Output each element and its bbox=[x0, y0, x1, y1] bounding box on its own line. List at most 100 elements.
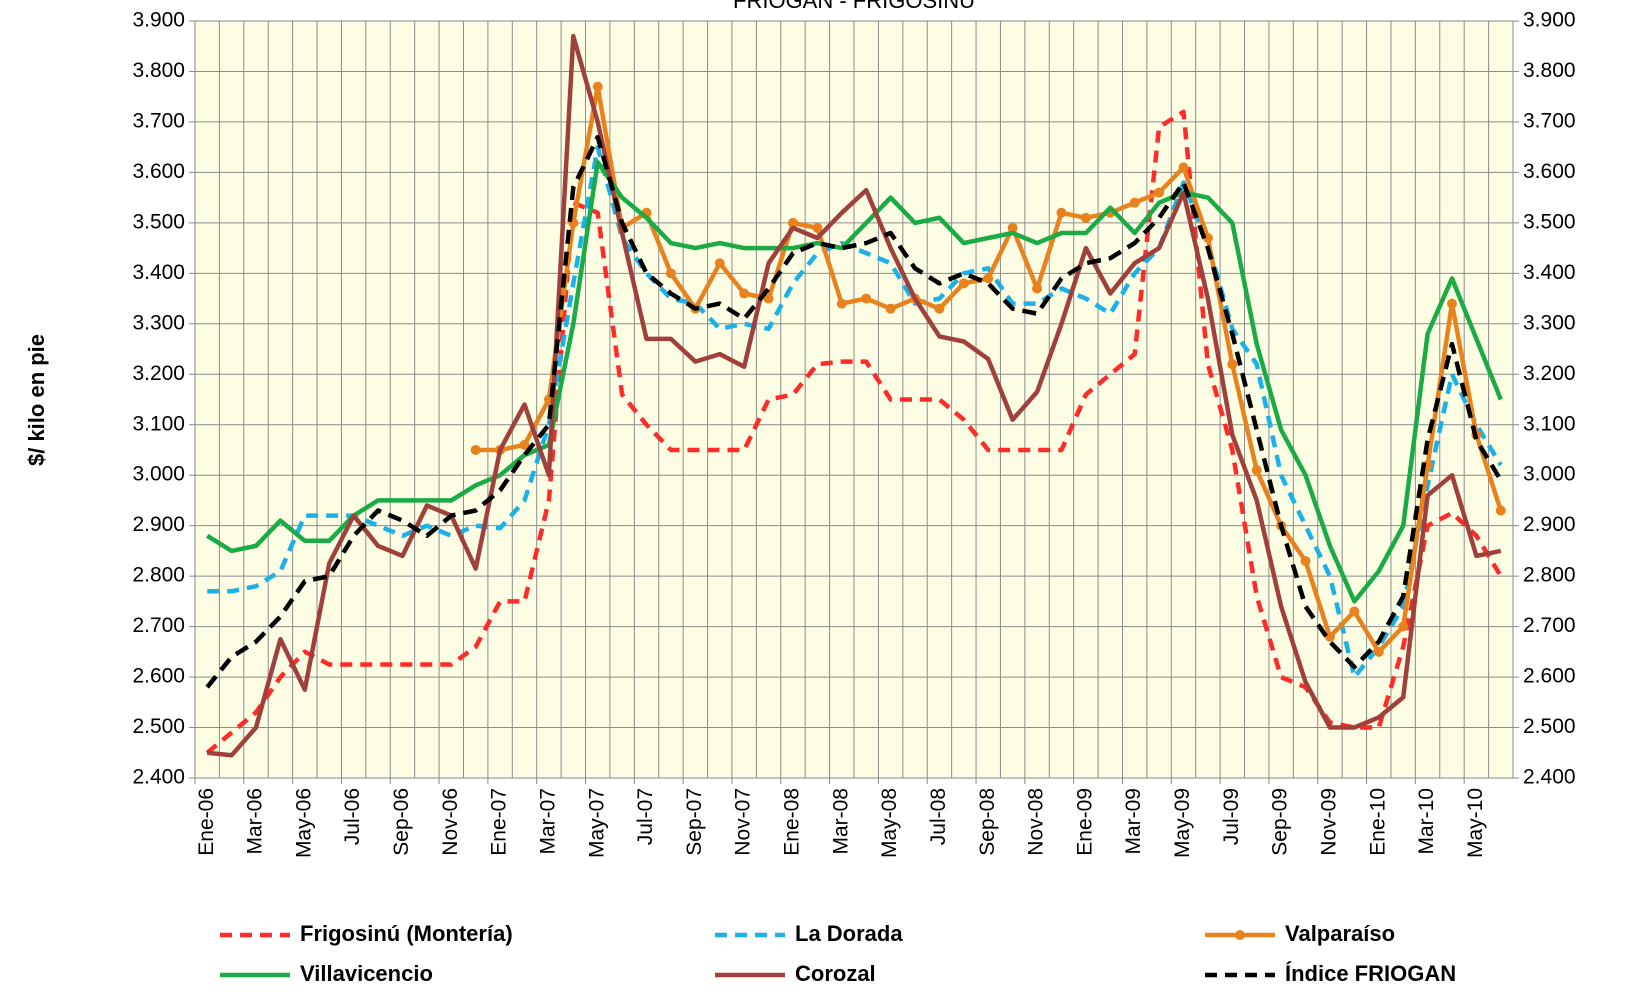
x-tick-label: May-09 bbox=[1171, 788, 1194, 858]
legend-item: Valparaíso bbox=[1205, 921, 1395, 946]
series-marker bbox=[592, 81, 603, 92]
x-tick-label: May-06 bbox=[292, 788, 315, 858]
x-tick-label: Ene-10 bbox=[1366, 788, 1389, 856]
x-tick-label: Ene-08 bbox=[781, 788, 804, 856]
series-marker bbox=[812, 222, 823, 233]
x-tick-label: Mar-09 bbox=[1122, 788, 1145, 855]
series-marker bbox=[1373, 646, 1384, 657]
y-tick-label: 3.100 bbox=[132, 412, 185, 435]
legend-item: Índice FRIOGAN bbox=[1205, 961, 1456, 986]
y2-tick-label: 3.100 bbox=[1523, 412, 1576, 435]
x-tick-label: Ene-06 bbox=[195, 788, 218, 856]
series-marker bbox=[836, 298, 847, 309]
y-tick-label: 3.600 bbox=[132, 160, 185, 183]
y-tick-label: 3.900 bbox=[132, 9, 185, 32]
y-tick-label: 2.500 bbox=[132, 715, 185, 738]
x-tick-label: Ene-07 bbox=[488, 788, 511, 856]
legend-item: Frigosinú (Montería) bbox=[220, 921, 513, 946]
legend-item: La Dorada bbox=[715, 921, 903, 946]
series-marker bbox=[470, 444, 481, 455]
legend-label: Índice FRIOGAN bbox=[1285, 961, 1456, 986]
x-tick-label: Mar-07 bbox=[536, 788, 559, 855]
y-tick-label: 3.000 bbox=[132, 463, 185, 486]
series-line bbox=[207, 144, 1503, 680]
series-marker bbox=[1178, 162, 1189, 173]
y2-tick-label: 3.700 bbox=[1523, 109, 1576, 132]
y2-tick-label: 2.400 bbox=[1523, 766, 1576, 789]
x-tick-label: Nov-09 bbox=[1317, 788, 1340, 856]
series-marker bbox=[934, 303, 945, 314]
legend-item: Corozal bbox=[715, 961, 876, 986]
series-marker bbox=[885, 303, 896, 314]
y-tick-label: 2.700 bbox=[132, 614, 185, 637]
y-tick-label: 3.200 bbox=[132, 362, 185, 385]
x-tick-label: Nov-06 bbox=[439, 788, 462, 856]
y2-tick-label: 3.900 bbox=[1523, 9, 1576, 32]
x-tick-label: Sep-06 bbox=[390, 788, 413, 856]
y2-tick-label: 3.200 bbox=[1523, 362, 1576, 385]
x-tick-label: Mar-06 bbox=[244, 788, 267, 855]
series-marker bbox=[1446, 298, 1457, 309]
y2-tick-label: 3.500 bbox=[1523, 210, 1576, 233]
y-tick-label: 2.900 bbox=[132, 513, 185, 536]
x-tick-label: Sep-09 bbox=[1269, 788, 1292, 856]
y2-tick-label: 2.600 bbox=[1523, 665, 1576, 688]
series-line bbox=[205, 134, 1503, 689]
y-tick-label: 3.300 bbox=[132, 311, 185, 334]
series-marker bbox=[1300, 555, 1311, 566]
series-marker bbox=[787, 217, 798, 228]
y-tick-label: 2.400 bbox=[132, 766, 185, 789]
series-marker bbox=[1032, 283, 1043, 294]
x-tick-label: May-07 bbox=[585, 788, 608, 858]
legend-label: Corozal bbox=[795, 961, 876, 986]
x-tick-label: Jul-07 bbox=[634, 788, 657, 845]
y2-tick-label: 3.600 bbox=[1523, 160, 1576, 183]
legend-item: Villavicencio bbox=[220, 961, 433, 986]
legend-label: Valparaíso bbox=[1285, 921, 1395, 946]
series-marker bbox=[983, 273, 994, 284]
series-line bbox=[205, 109, 1503, 755]
legend-label: Frigosinú (Montería) bbox=[300, 921, 513, 946]
series-marker bbox=[1154, 187, 1165, 198]
series-marker bbox=[958, 278, 969, 289]
legend-label: Villavicencio bbox=[300, 961, 433, 986]
series-marker bbox=[1398, 621, 1409, 632]
series-marker bbox=[1007, 222, 1018, 233]
series-marker bbox=[861, 293, 872, 304]
x-tick-label: Jul-09 bbox=[1220, 788, 1243, 845]
x-tick-label: May-08 bbox=[878, 788, 901, 858]
y2-tick-label: 3.300 bbox=[1523, 311, 1576, 334]
series-marker bbox=[1227, 359, 1238, 370]
y-tick-label: 3.700 bbox=[132, 109, 185, 132]
x-tick-label: Nov-07 bbox=[732, 788, 755, 856]
legend-marker bbox=[1235, 930, 1245, 940]
x-tick-label: Mar-10 bbox=[1415, 788, 1438, 855]
y2-tick-label: 3.800 bbox=[1523, 59, 1576, 82]
y-tick-label: 2.600 bbox=[132, 665, 185, 688]
series-marker bbox=[1056, 207, 1067, 218]
x-tick-label: May-10 bbox=[1464, 788, 1487, 858]
series-marker bbox=[1129, 197, 1140, 208]
plot-border bbox=[194, 20, 1514, 779]
x-tick-label: Sep-07 bbox=[683, 788, 706, 856]
x-tick-label: Nov-08 bbox=[1025, 788, 1048, 856]
y2-tick-label: 2.900 bbox=[1523, 513, 1576, 536]
y2-tick-label: 2.500 bbox=[1523, 715, 1576, 738]
series-marker bbox=[739, 288, 750, 299]
series-line bbox=[206, 160, 1503, 604]
series-marker bbox=[1080, 212, 1091, 223]
legend-label: La Dorada bbox=[795, 921, 903, 946]
y-tick-label: 3.400 bbox=[132, 261, 185, 284]
y2-tick-label: 2.700 bbox=[1523, 614, 1576, 637]
x-tick-label: Sep-08 bbox=[976, 788, 999, 856]
y-tick-label: 3.500 bbox=[132, 210, 185, 233]
series-marker bbox=[1349, 606, 1360, 617]
series-marker bbox=[1251, 465, 1262, 476]
y2-tick-label: 3.400 bbox=[1523, 261, 1576, 284]
y2-tick-label: 3.000 bbox=[1523, 463, 1576, 486]
y-axis-label: $/ kilo en pie bbox=[24, 334, 49, 466]
x-tick-label: Jul-06 bbox=[341, 788, 364, 845]
y-tick-label: 2.800 bbox=[132, 564, 185, 587]
